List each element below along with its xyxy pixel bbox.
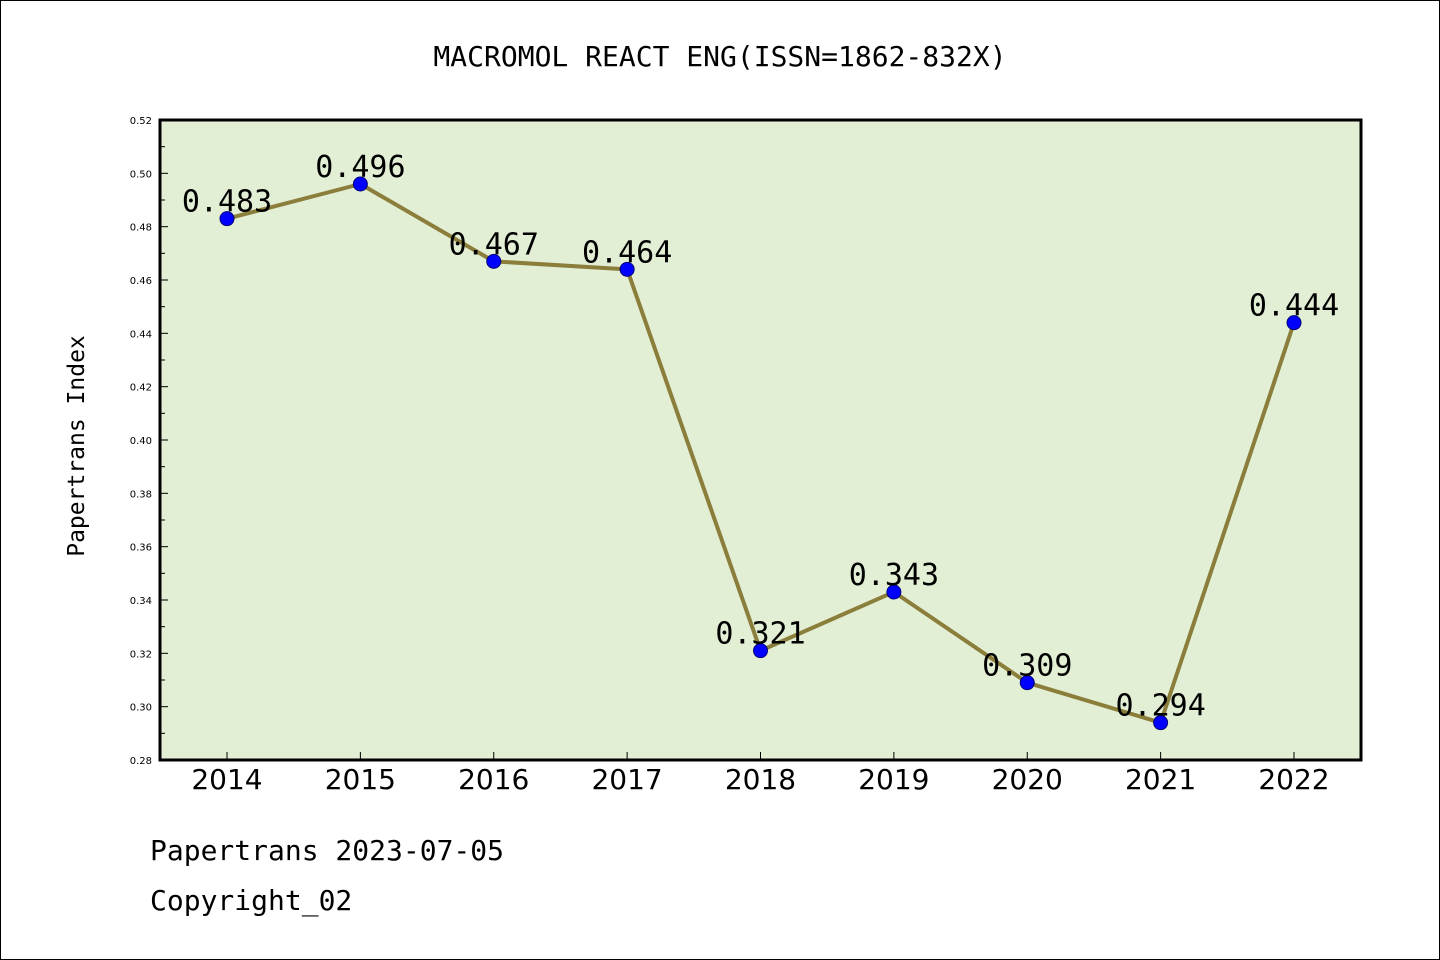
data-label: 0.483: [182, 185, 272, 220]
x-tick-label: 2017: [591, 763, 662, 796]
x-tick-label: 2022: [1258, 763, 1329, 796]
y-tick-label: 0.38: [130, 489, 152, 500]
data-point: [886, 584, 902, 600]
data-labels-group: 0.483 0.496 0.467 0.464 0.321 0.343 0.309 0.294…: [182, 150, 1339, 724]
chart-title: MACROMOL REACT ENG(ISSN=1862-832X): [433, 40, 1006, 73]
plot-border: [158, 118, 1363, 762]
x-axis: 2014 2015 2016 2017 2018 2019 2020 2021 2022: [191, 752, 1330, 796]
y-tick-label: 0.40: [130, 436, 152, 447]
y-tick-label: 0.32: [130, 649, 152, 660]
y-tick-label: 0.48: [130, 223, 152, 234]
data-label: 0.321: [715, 617, 805, 652]
y-axis-label: Papertrans Index: [64, 335, 90, 557]
y-tick-label: 0.34: [130, 596, 152, 607]
data-label: 0.343: [849, 558, 939, 593]
data-label: 0.309: [982, 649, 1072, 684]
data-label: 0.467: [449, 227, 539, 262]
data-point: [753, 643, 768, 659]
footer-copyright: Copyright_02: [150, 884, 353, 917]
y-tick-label: 0.52: [130, 116, 152, 127]
data-point: [486, 253, 502, 269]
data-label: 0.496: [315, 150, 405, 185]
data-label: 0.294: [1115, 689, 1205, 724]
x-tick-label: 2021: [1125, 763, 1196, 796]
x-tick-label: 2014: [191, 763, 262, 796]
data-point: [1286, 315, 1302, 331]
x-tick-label: 2018: [725, 763, 796, 796]
data-label: 0.444: [1249, 289, 1339, 324]
footer-source: Papertrans 2023-07-05: [150, 834, 505, 867]
y-tick-label: 0.44: [130, 329, 152, 340]
data-point: [1153, 715, 1169, 731]
series-points-group: [219, 176, 1302, 731]
data-label: 0.464: [582, 235, 672, 270]
x-tick-label: 2019: [858, 763, 929, 796]
y-tick-label: 0.28: [130, 756, 152, 767]
y-tick-label: 0.30: [130, 703, 152, 714]
y-tick-label: 0.36: [130, 543, 152, 554]
data-point: [1019, 675, 1035, 691]
x-tick-label: 2020: [992, 763, 1063, 796]
y-tick-label: 0.46: [130, 276, 152, 287]
x-tick-label: 2015: [325, 763, 396, 796]
data-point: [219, 211, 235, 227]
y-axis: 0.28 0.30 0.32 0.34 0.36 0.38 0.40 0.42 0.44 0.46…: [130, 116, 168, 767]
data-point: [619, 261, 635, 277]
y-tick-label: 0.42: [130, 383, 152, 394]
y-tick-label: 0.50: [130, 169, 152, 180]
x-tick-label: 2016: [458, 763, 529, 796]
data-point: [352, 176, 368, 192]
